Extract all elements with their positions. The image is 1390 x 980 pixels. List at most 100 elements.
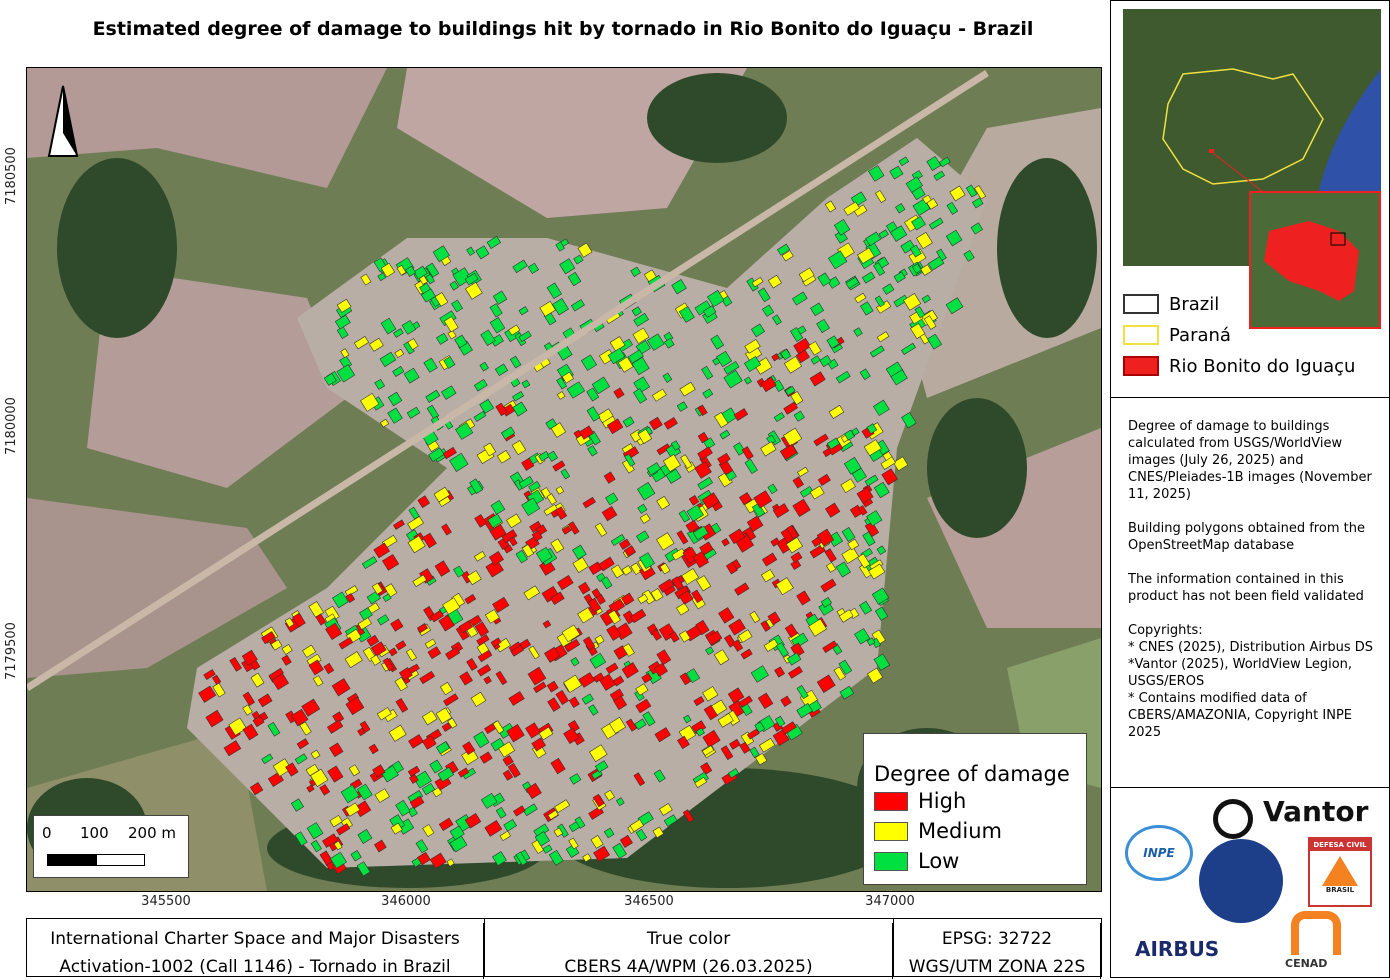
building (512, 805, 526, 817)
building (817, 473, 831, 486)
building (507, 763, 521, 778)
building (442, 597, 461, 615)
building (373, 542, 390, 559)
building (406, 406, 421, 419)
building (663, 814, 678, 827)
building (617, 356, 634, 373)
building (508, 536, 518, 547)
building (671, 576, 684, 591)
building (494, 363, 509, 377)
building (816, 674, 836, 693)
building (678, 590, 694, 605)
building (605, 662, 619, 675)
legend-swatch (1123, 325, 1159, 345)
building (421, 710, 438, 726)
scale-bar: 0 100 200 m (33, 815, 189, 878)
building (787, 666, 803, 679)
building (770, 537, 781, 547)
building (464, 272, 479, 286)
building (621, 565, 633, 576)
building (408, 734, 424, 749)
building (261, 631, 276, 645)
building (477, 664, 492, 677)
building (873, 262, 886, 277)
building (873, 481, 890, 499)
building (454, 334, 468, 349)
building (676, 530, 689, 545)
building (717, 452, 731, 466)
legend-label: Medium (918, 819, 1002, 843)
building (338, 637, 354, 650)
building (771, 314, 782, 326)
building (301, 698, 321, 717)
building (383, 583, 398, 598)
logo: DEFESA CIVIL BRASIL (1308, 837, 1372, 907)
building (753, 490, 773, 509)
building (678, 630, 691, 643)
building (827, 250, 848, 270)
building (550, 538, 565, 554)
building (857, 505, 868, 516)
building (427, 646, 442, 660)
building (335, 823, 351, 836)
building (808, 699, 822, 713)
building (325, 622, 343, 641)
building (635, 530, 650, 543)
building (840, 478, 856, 494)
building (872, 399, 890, 417)
building (453, 565, 465, 578)
building (525, 782, 542, 800)
building (772, 503, 790, 519)
building (396, 264, 407, 276)
building (416, 623, 429, 634)
building (757, 692, 774, 710)
building (412, 574, 427, 588)
building (498, 741, 516, 758)
building (589, 744, 608, 763)
building (329, 814, 343, 828)
building (697, 476, 714, 491)
building (336, 364, 356, 383)
buildings (198, 155, 987, 877)
building (242, 723, 259, 741)
building (587, 445, 598, 457)
building (542, 844, 553, 854)
building (580, 354, 598, 371)
building (294, 753, 308, 765)
building (790, 642, 805, 658)
building (561, 525, 572, 535)
building (826, 335, 840, 349)
building (876, 545, 887, 556)
building (359, 720, 371, 733)
building (434, 292, 449, 307)
building (613, 387, 625, 399)
building (604, 789, 615, 801)
building (889, 225, 908, 242)
building (319, 850, 334, 866)
building (437, 766, 455, 783)
building (480, 329, 496, 346)
building (328, 742, 344, 758)
building (489, 303, 503, 318)
building (554, 799, 571, 813)
building (733, 408, 749, 421)
building (462, 741, 476, 756)
location-marker (1209, 149, 1214, 153)
field (27, 68, 387, 188)
building (405, 265, 417, 277)
connector (1212, 152, 1264, 193)
building (546, 493, 557, 505)
building (398, 667, 413, 681)
building (633, 772, 646, 787)
building (876, 331, 890, 343)
building (610, 564, 625, 579)
building (749, 610, 761, 624)
building (443, 316, 459, 333)
building (597, 408, 614, 424)
building (405, 648, 417, 662)
building (377, 272, 387, 282)
legend-item: High (874, 786, 1086, 816)
building (345, 696, 365, 716)
field (27, 498, 287, 678)
building (572, 556, 589, 573)
